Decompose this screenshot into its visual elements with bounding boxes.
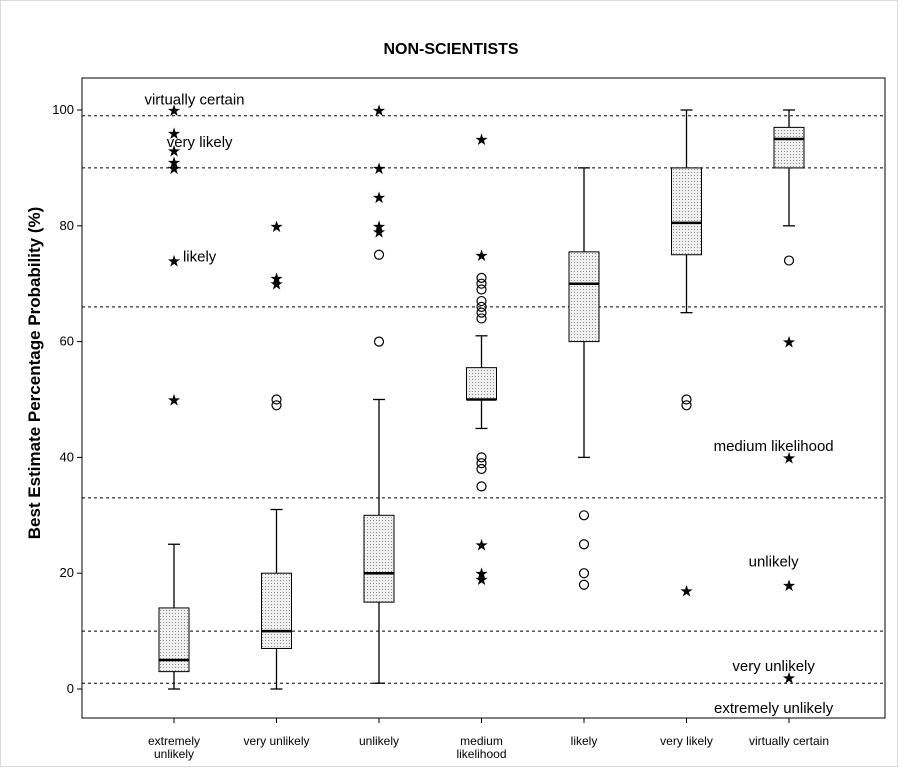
- extreme-point: ★: [167, 124, 181, 143]
- extreme-point: ★: [372, 217, 386, 236]
- band-label: virtually certain: [144, 92, 244, 109]
- box: [363, 514, 395, 603]
- plot-border: [81, 77, 886, 719]
- outlier-point: [476, 301, 487, 312]
- box: [158, 607, 190, 673]
- x-tick-label: likelihood: [456, 747, 506, 761]
- box-group: ★★★★★★★: [158, 101, 190, 690]
- extreme-point: ★: [167, 159, 181, 178]
- outlier-point: [578, 510, 590, 521]
- band-label: extremely unlikely: [714, 700, 834, 717]
- extreme-point: ★: [167, 142, 181, 161]
- outlier-point: [476, 295, 487, 307]
- outlier-point: [271, 400, 282, 411]
- outlier-point: [476, 278, 487, 289]
- extreme-point: ★: [474, 130, 488, 149]
- chart-title: NON-SCIENTISTS: [383, 41, 518, 58]
- extreme-point: ★: [167, 153, 181, 172]
- outlier-point: [271, 394, 282, 405]
- outlier-point: [476, 452, 487, 463]
- x-tick-label: very likely: [660, 734, 713, 748]
- extreme-point: ★: [679, 582, 693, 601]
- extreme-point: ★: [474, 246, 488, 265]
- outlier-point: [681, 400, 692, 411]
- band-label: medium likelihood: [714, 438, 834, 455]
- outlier-point: [476, 284, 487, 295]
- extreme-point: ★: [782, 333, 796, 352]
- band-label: very likely: [167, 134, 233, 151]
- extreme-point: ★: [782, 668, 796, 687]
- extreme-point: ★: [782, 448, 796, 467]
- extreme-point: ★: [474, 535, 488, 554]
- box-group: ★: [671, 109, 702, 601]
- extreme-point: ★: [269, 217, 283, 236]
- y-tick-label: 20: [60, 565, 74, 580]
- x-tick-label: very unlikely: [243, 734, 309, 748]
- y-tick-label: 60: [60, 334, 74, 349]
- extreme-point: ★: [269, 269, 283, 288]
- extreme-point: ★: [269, 275, 283, 294]
- extreme-point: ★: [474, 570, 488, 589]
- box-group: [568, 167, 600, 590]
- box-group: ★★★★★: [363, 101, 395, 684]
- box: [466, 367, 497, 400]
- x-tick-label: virtually certain: [749, 734, 829, 748]
- outlier-point: [681, 394, 692, 405]
- x-tick-label: medium: [460, 734, 503, 748]
- box: [568, 251, 600, 343]
- box: [261, 572, 292, 649]
- y-axis-label: Best Estimate Percentage Probability (%): [25, 207, 44, 540]
- outlier-point: [476, 458, 487, 469]
- outlier-point: [373, 249, 385, 260]
- extreme-point: ★: [782, 576, 796, 595]
- extreme-point: ★: [167, 252, 181, 271]
- x-tick-label: extremely: [148, 734, 200, 748]
- outlier-point: [578, 539, 590, 550]
- y-tick-label: 0: [67, 681, 74, 696]
- x-tick-label: likely: [571, 734, 598, 748]
- extreme-point: ★: [167, 391, 181, 410]
- extreme-point: ★: [372, 188, 386, 207]
- outlier-point: [783, 255, 795, 266]
- extreme-point: ★: [372, 101, 386, 120]
- y-tick-label: 100: [52, 102, 74, 117]
- y-tick-label: 40: [60, 449, 74, 464]
- box-group: ★★★: [261, 217, 292, 690]
- band-label: likely: [183, 248, 217, 265]
- box: [671, 167, 702, 256]
- outlier-point: [476, 313, 487, 324]
- outlier-point: [476, 307, 487, 318]
- band-label: unlikely: [749, 554, 800, 571]
- outlier-point: [373, 336, 385, 347]
- extreme-point: ★: [167, 101, 181, 120]
- extreme-point: ★: [474, 564, 488, 583]
- x-tick-label: unlikely: [359, 734, 399, 748]
- outlier-point: [578, 579, 590, 590]
- x-tick-label: unlikely: [154, 747, 194, 761]
- box-group: ★ ★ ★ ★: [773, 109, 805, 687]
- outlier-point: [476, 272, 487, 284]
- outlier-point: [578, 568, 590, 579]
- y-tick-label: 80: [60, 218, 74, 233]
- band-label: very unlikely: [732, 658, 815, 675]
- extreme-point: ★: [372, 223, 386, 242]
- outlier-point: [476, 463, 487, 475]
- box: [773, 126, 805, 169]
- extreme-point: ★: [372, 159, 386, 178]
- box-group: ★★★★★: [466, 130, 497, 589]
- outlier-point: [476, 481, 487, 492]
